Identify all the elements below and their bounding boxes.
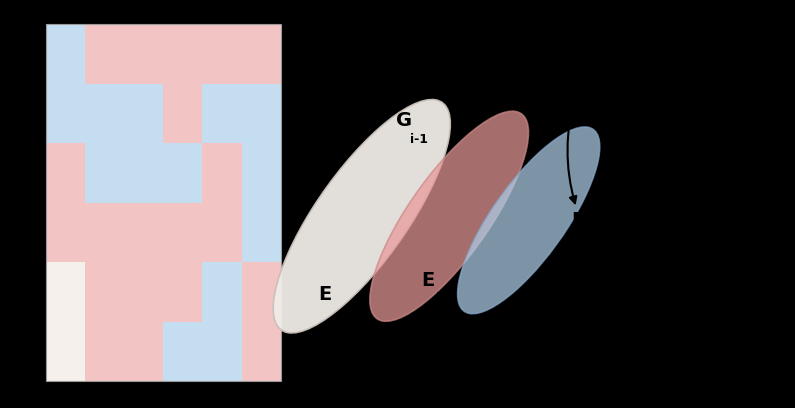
Bar [164,322,203,381]
Text: G: G [504,62,520,82]
Bar [203,322,242,381]
Ellipse shape [273,100,450,333]
Bar [203,203,242,262]
Text: E: E [571,211,584,231]
Bar [46,24,85,84]
Ellipse shape [370,111,529,321]
Bar [85,203,124,262]
Text: i: i [518,84,522,97]
Text: E: E [318,285,332,304]
Bar [46,24,281,381]
Bar [164,144,203,203]
Bar [46,84,85,144]
Bar [124,24,164,84]
Bar [164,262,203,322]
Bar [164,203,203,262]
Bar [85,84,124,144]
Bar [203,144,242,203]
Bar [203,262,242,322]
Bar [242,262,281,322]
Bar [85,322,124,381]
Text: ...: ... [320,161,335,174]
Bar [124,144,164,203]
Bar [242,144,281,203]
Bar [85,24,124,84]
Bar [85,262,124,322]
Text: i-1: i-1 [436,292,454,305]
Bar [46,144,85,203]
Bar [203,84,242,144]
Text: ...: ... [332,306,347,319]
Bar [124,262,164,322]
Bar [46,262,85,322]
Bar [124,203,164,262]
Text: i: i [585,233,589,246]
Text: E: E [421,271,435,290]
Bar [124,84,164,144]
Bar [85,144,124,203]
Bar [46,322,85,381]
Text: i-1: i-1 [410,133,429,146]
Bar [46,203,85,262]
Ellipse shape [458,127,599,314]
Bar [203,24,242,84]
Bar [164,24,203,84]
Bar [124,322,164,381]
Text: G: G [306,140,322,159]
Bar [242,203,281,262]
Bar [242,322,281,381]
Bar [242,84,281,144]
Bar [242,24,281,84]
Text: G: G [396,111,412,131]
Bar [164,84,203,144]
